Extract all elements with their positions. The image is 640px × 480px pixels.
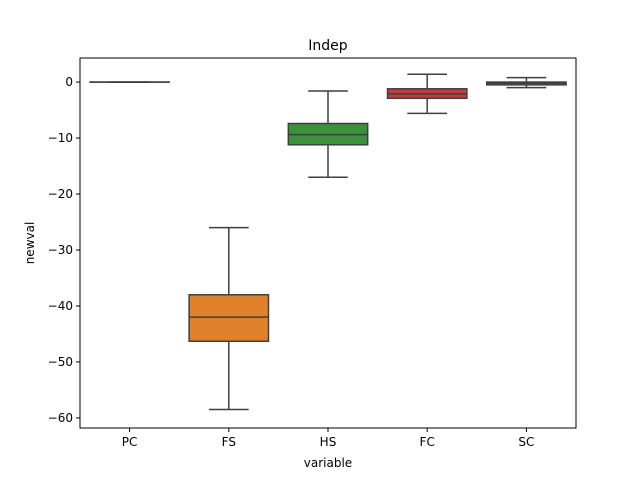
- box-fs: [188, 294, 270, 342]
- x-tick-label-sc: SC: [518, 435, 534, 449]
- y-axis-label: newval: [23, 222, 37, 265]
- box-group-sc: [485, 76, 567, 89]
- y-tick-label: 0: [65, 75, 73, 89]
- x-axis-label: variable: [304, 456, 352, 470]
- chart-title: Indep: [308, 38, 348, 54]
- x-tick-label-hs: HS: [320, 435, 337, 449]
- plot-area: [89, 73, 567, 411]
- box-group-hs: [287, 90, 369, 178]
- y-tick-label: −50: [48, 355, 73, 369]
- box-group-fs: [188, 226, 270, 411]
- y-tick-label: −30: [48, 243, 73, 257]
- x-tick-label-pc: PC: [122, 435, 138, 449]
- y-tick-label: −10: [48, 131, 73, 145]
- y-axis: 0 −10 −20 −30 −40 −50 −60: [48, 75, 80, 425]
- y-tick-label: −60: [48, 411, 73, 425]
- x-tick-label-fs: FS: [222, 435, 236, 449]
- x-tick-label-fc: FC: [420, 435, 435, 449]
- box-group-fc: [386, 73, 468, 115]
- x-axis: PC FS HS FC SC: [122, 428, 534, 449]
- y-tick-label: −40: [48, 299, 73, 313]
- y-tick-label: −20: [48, 187, 73, 201]
